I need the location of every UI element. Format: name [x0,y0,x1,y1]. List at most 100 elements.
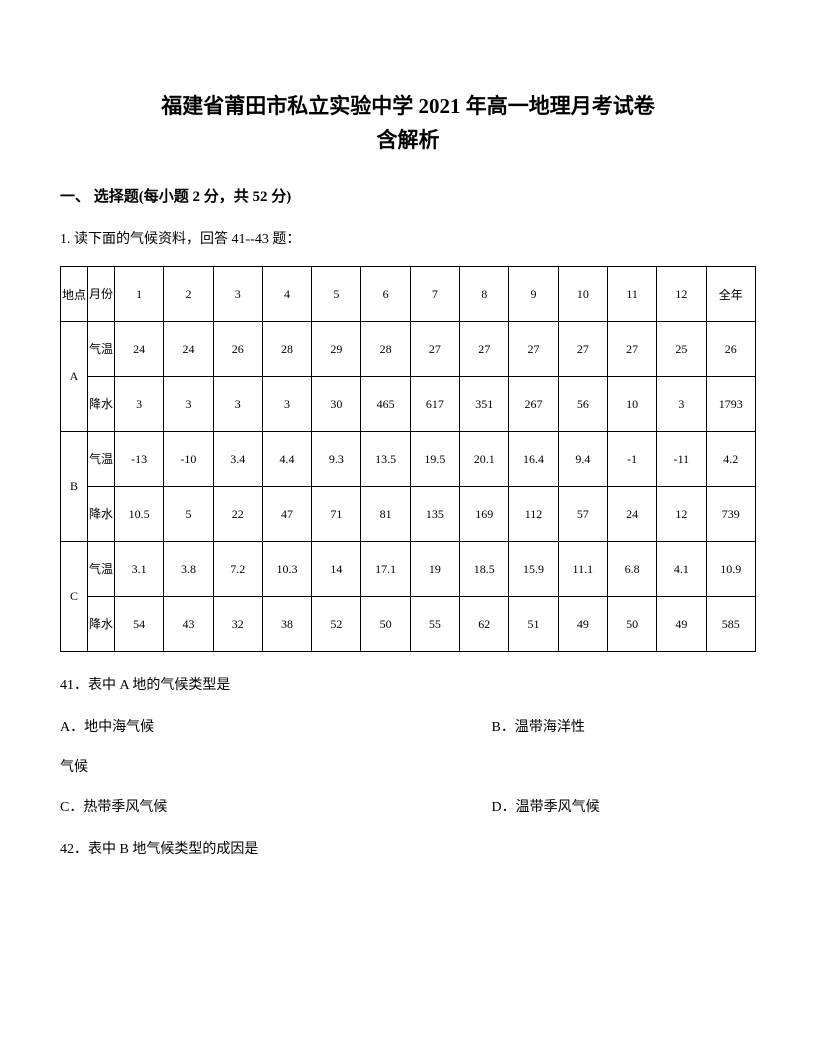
cell: 1793 [706,377,755,432]
header-6: 6 [361,267,410,322]
cell: 27 [607,322,656,377]
q41-options: A．地中海气候 B．温带海洋性 气候 C．热带季风气候 D．温带季风气候 [60,716,756,816]
cell: 12 [657,487,706,542]
loc-c: C [61,542,88,652]
header-4: 4 [262,267,311,322]
q41: 41．表中 A 地的气候类型是 [60,674,756,694]
cell: 47 [262,487,311,542]
metric: 降水 [88,597,115,652]
header-5: 5 [312,267,361,322]
cell: 26 [213,322,262,377]
cell: 20.1 [460,432,509,487]
cell: -13 [115,432,164,487]
cell: 81 [361,487,410,542]
cell: 13.5 [361,432,410,487]
header-8: 8 [460,267,509,322]
cell: 54 [115,597,164,652]
cell: 16.4 [509,432,558,487]
cell: 19 [410,542,459,597]
cell: 3 [262,377,311,432]
cell: 52 [312,597,361,652]
cell: 3 [657,377,706,432]
cell: 14 [312,542,361,597]
cell: 10 [607,377,656,432]
cell: 585 [706,597,755,652]
cell: 24 [115,322,164,377]
cell: -11 [657,432,706,487]
cell: 30 [312,377,361,432]
cell: 22 [213,487,262,542]
section-header: 一、 选择题(每小题 2 分，共 52 分) [60,185,756,206]
cell: 28 [361,322,410,377]
cell: 28 [262,322,311,377]
cell: 24 [164,322,213,377]
header-3: 3 [213,267,262,322]
cell: 7.2 [213,542,262,597]
q41-opt-a: A．地中海气候 [60,716,492,736]
cell: 351 [460,377,509,432]
cell: 112 [509,487,558,542]
cell: 49 [558,597,607,652]
loc-a: A [61,322,88,432]
cell: 62 [460,597,509,652]
cell: 4.1 [657,542,706,597]
table-row: C 气温 3.1 3.8 7.2 10.3 14 17.1 19 18.5 15… [61,542,756,597]
cell: 11.1 [558,542,607,597]
cell: 3.1 [115,542,164,597]
header-12: 12 [657,267,706,322]
title-line-2: 含解析 [60,124,756,158]
metric: 降水 [88,487,115,542]
cell: 27 [410,322,459,377]
cell: 50 [607,597,656,652]
table-row: 降水 3 3 3 3 30 465 617 351 267 56 10 3 17… [61,377,756,432]
cell: 135 [410,487,459,542]
page-title: 福建省莆田市私立实验中学 2021 年高一地理月考试卷 含解析 [60,90,756,157]
cell: 4.2 [706,432,755,487]
cell: 3 [115,377,164,432]
cell: 19.5 [410,432,459,487]
cell: 3 [213,377,262,432]
cell: 739 [706,487,755,542]
metric: 降水 [88,377,115,432]
cell: 617 [410,377,459,432]
q41-opt-d: D．温带季风气候 [492,796,756,816]
cell: 24 [607,487,656,542]
header-year: 全年 [706,267,755,322]
cell: 9.4 [558,432,607,487]
header-9: 9 [509,267,558,322]
header-10: 10 [558,267,607,322]
cell: 9.3 [312,432,361,487]
q42: 42．表中 B 地气候类型的成因是 [60,838,756,858]
metric: 气温 [88,432,115,487]
climate-table: 地点 月份 1 2 3 4 5 6 7 8 9 10 11 12 全年 A 气温… [60,266,756,652]
cell: 71 [312,487,361,542]
cell: 55 [410,597,459,652]
cell: 3.4 [213,432,262,487]
cell: 6.8 [607,542,656,597]
metric: 气温 [88,322,115,377]
header-month: 月份 [88,267,115,322]
cell: 56 [558,377,607,432]
cell: -1 [607,432,656,487]
q41-opt-b: B．温带海洋性 [492,716,756,736]
cell: 3.8 [164,542,213,597]
cell: 267 [509,377,558,432]
cell: 3 [164,377,213,432]
cell: 32 [213,597,262,652]
title-line-1: 福建省莆田市私立实验中学 2021 年高一地理月考试卷 [60,90,756,124]
cell: 29 [312,322,361,377]
header-2: 2 [164,267,213,322]
cell: 27 [558,322,607,377]
header-1: 1 [115,267,164,322]
cell: 51 [509,597,558,652]
header-7: 7 [410,267,459,322]
cell: 57 [558,487,607,542]
header-11: 11 [607,267,656,322]
cell: 4.4 [262,432,311,487]
loc-b: B [61,432,88,542]
cell: 169 [460,487,509,542]
table-row: 降水 54 43 32 38 52 50 55 62 51 49 50 49 5… [61,597,756,652]
cell: 27 [460,322,509,377]
cell: 26 [706,322,755,377]
cell: 18.5 [460,542,509,597]
